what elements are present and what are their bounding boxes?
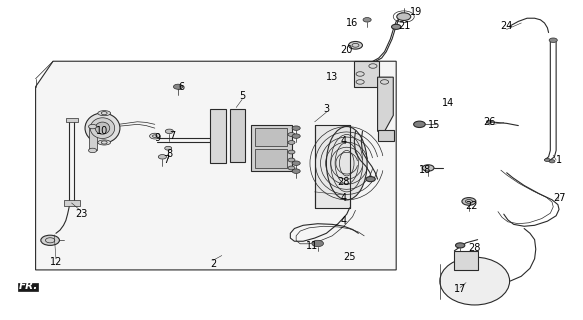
- Circle shape: [366, 177, 375, 182]
- Text: 13: 13: [326, 72, 338, 82]
- Bar: [454, 251, 477, 270]
- Bar: [230, 109, 245, 162]
- Text: 11: 11: [305, 241, 318, 251]
- Circle shape: [392, 24, 401, 29]
- Circle shape: [549, 160, 555, 163]
- Circle shape: [288, 140, 295, 144]
- Circle shape: [165, 146, 171, 150]
- Circle shape: [549, 38, 557, 43]
- Circle shape: [455, 243, 465, 248]
- Text: 3: 3: [324, 104, 329, 114]
- Text: 14: 14: [442, 98, 455, 108]
- Text: 9: 9: [154, 133, 161, 143]
- Text: 5: 5: [239, 91, 245, 101]
- Circle shape: [363, 18, 371, 22]
- Text: 18: 18: [419, 164, 431, 174]
- Text: 2: 2: [210, 259, 216, 268]
- Circle shape: [397, 13, 411, 20]
- Text: 25: 25: [343, 252, 356, 262]
- Circle shape: [292, 134, 300, 138]
- Circle shape: [41, 235, 59, 245]
- Circle shape: [89, 124, 97, 129]
- Bar: [89, 126, 97, 150]
- Circle shape: [173, 84, 182, 89]
- Bar: [64, 200, 80, 206]
- Circle shape: [349, 42, 363, 49]
- Polygon shape: [354, 61, 391, 87]
- Polygon shape: [36, 61, 396, 270]
- Text: 28: 28: [338, 177, 350, 187]
- Text: 8: 8: [166, 148, 173, 159]
- Text: 26: 26: [483, 117, 496, 127]
- Text: 17: 17: [454, 284, 466, 294]
- Text: 4: 4: [341, 216, 347, 226]
- Text: 28: 28: [469, 243, 481, 252]
- Bar: [251, 125, 292, 171]
- Circle shape: [292, 169, 300, 173]
- Circle shape: [545, 158, 550, 162]
- Text: 7: 7: [169, 131, 175, 141]
- Ellipse shape: [90, 118, 115, 139]
- Circle shape: [312, 240, 324, 247]
- Ellipse shape: [326, 126, 367, 200]
- Circle shape: [288, 150, 295, 154]
- Text: 4: 4: [341, 193, 347, 203]
- Circle shape: [288, 132, 295, 136]
- Text: 15: 15: [428, 120, 440, 130]
- Bar: [255, 128, 287, 146]
- Text: 27: 27: [553, 193, 566, 203]
- Text: 7: 7: [163, 155, 170, 165]
- Text: 19: 19: [410, 7, 423, 17]
- Ellipse shape: [440, 257, 510, 305]
- Bar: [210, 109, 226, 163]
- Bar: [378, 130, 394, 141]
- Text: FR.: FR.: [19, 282, 38, 292]
- Text: 1: 1: [556, 155, 562, 165]
- Polygon shape: [378, 77, 394, 131]
- Ellipse shape: [98, 140, 111, 145]
- Ellipse shape: [98, 111, 111, 116]
- Circle shape: [159, 155, 167, 159]
- Circle shape: [150, 133, 160, 139]
- Bar: [66, 118, 78, 123]
- Text: 22: 22: [466, 201, 478, 211]
- Ellipse shape: [95, 122, 110, 134]
- Text: 16: 16: [346, 18, 359, 28]
- Text: 21: 21: [399, 21, 411, 31]
- Circle shape: [288, 158, 295, 162]
- Text: 4: 4: [341, 136, 347, 146]
- Circle shape: [413, 121, 425, 127]
- Circle shape: [486, 120, 492, 123]
- Text: 12: 12: [50, 257, 62, 267]
- Circle shape: [292, 126, 300, 130]
- Circle shape: [462, 197, 476, 205]
- Text: 20: 20: [340, 45, 353, 55]
- Circle shape: [166, 129, 173, 133]
- Text: 23: 23: [75, 209, 87, 219]
- Bar: [315, 125, 350, 208]
- Text: 6: 6: [178, 82, 184, 92]
- Circle shape: [292, 161, 300, 165]
- Text: 10: 10: [96, 126, 108, 136]
- Ellipse shape: [85, 113, 120, 143]
- Circle shape: [422, 165, 434, 171]
- Circle shape: [288, 166, 295, 170]
- Circle shape: [89, 148, 97, 153]
- Text: 24: 24: [501, 21, 513, 31]
- Polygon shape: [18, 283, 38, 291]
- Bar: [255, 149, 287, 168]
